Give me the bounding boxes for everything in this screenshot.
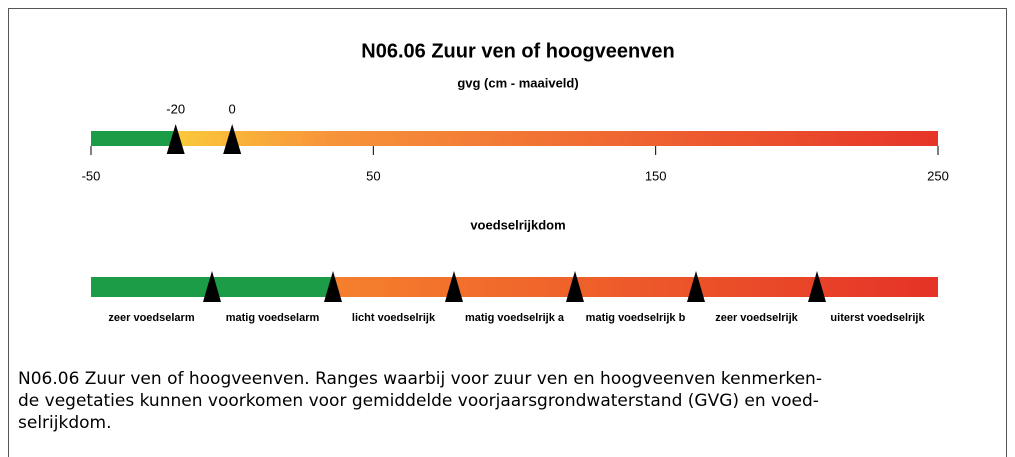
class-label: matig voedselrijk b (586, 312, 686, 324)
class-label: licht voedselrijk (352, 312, 436, 324)
caption-line: selrijkdom. (18, 413, 111, 433)
marker-label: -20 (166, 101, 185, 116)
class-label: uiterst voedselrijk (830, 312, 925, 324)
title: N06.06 Zuur ven of hoogveenven (361, 40, 674, 62)
voedsel-label: voedselrijkdom (470, 217, 565, 232)
voedsel-bar-gradient (333, 277, 938, 297)
tick-label: -50 (82, 168, 101, 183)
tick-label: 50 (366, 168, 380, 183)
marker-label: 0 (229, 101, 236, 116)
class-label: zeer voedselarm (108, 312, 194, 324)
caption-line: de vegetaties kunnen voorkomen voor gemi… (18, 391, 819, 411)
gvg-label: gvg (cm - maaiveld) (457, 75, 578, 90)
tick-label: 250 (927, 168, 949, 183)
class-boundary (203, 271, 221, 302)
class-boundary (445, 271, 463, 302)
tick-label: 150 (645, 168, 667, 183)
class-boundary (324, 271, 342, 302)
range-marker (166, 124, 185, 154)
class-label: matig voedselrijk a (465, 312, 565, 324)
gvg-bar-green (91, 131, 176, 146)
class-boundary (808, 271, 826, 302)
gvg-bar-gradient (175, 131, 938, 146)
class-label: zeer voedselrijk (715, 312, 798, 324)
class-boundary (566, 271, 584, 302)
range-marker (223, 124, 242, 154)
class-boundary (687, 271, 705, 302)
frame (8, 8, 1007, 457)
caption-line: N06.06 Zuur ven of hoogveenven. Ranges w… (18, 369, 822, 389)
class-label: matig voedselarm (226, 312, 320, 324)
